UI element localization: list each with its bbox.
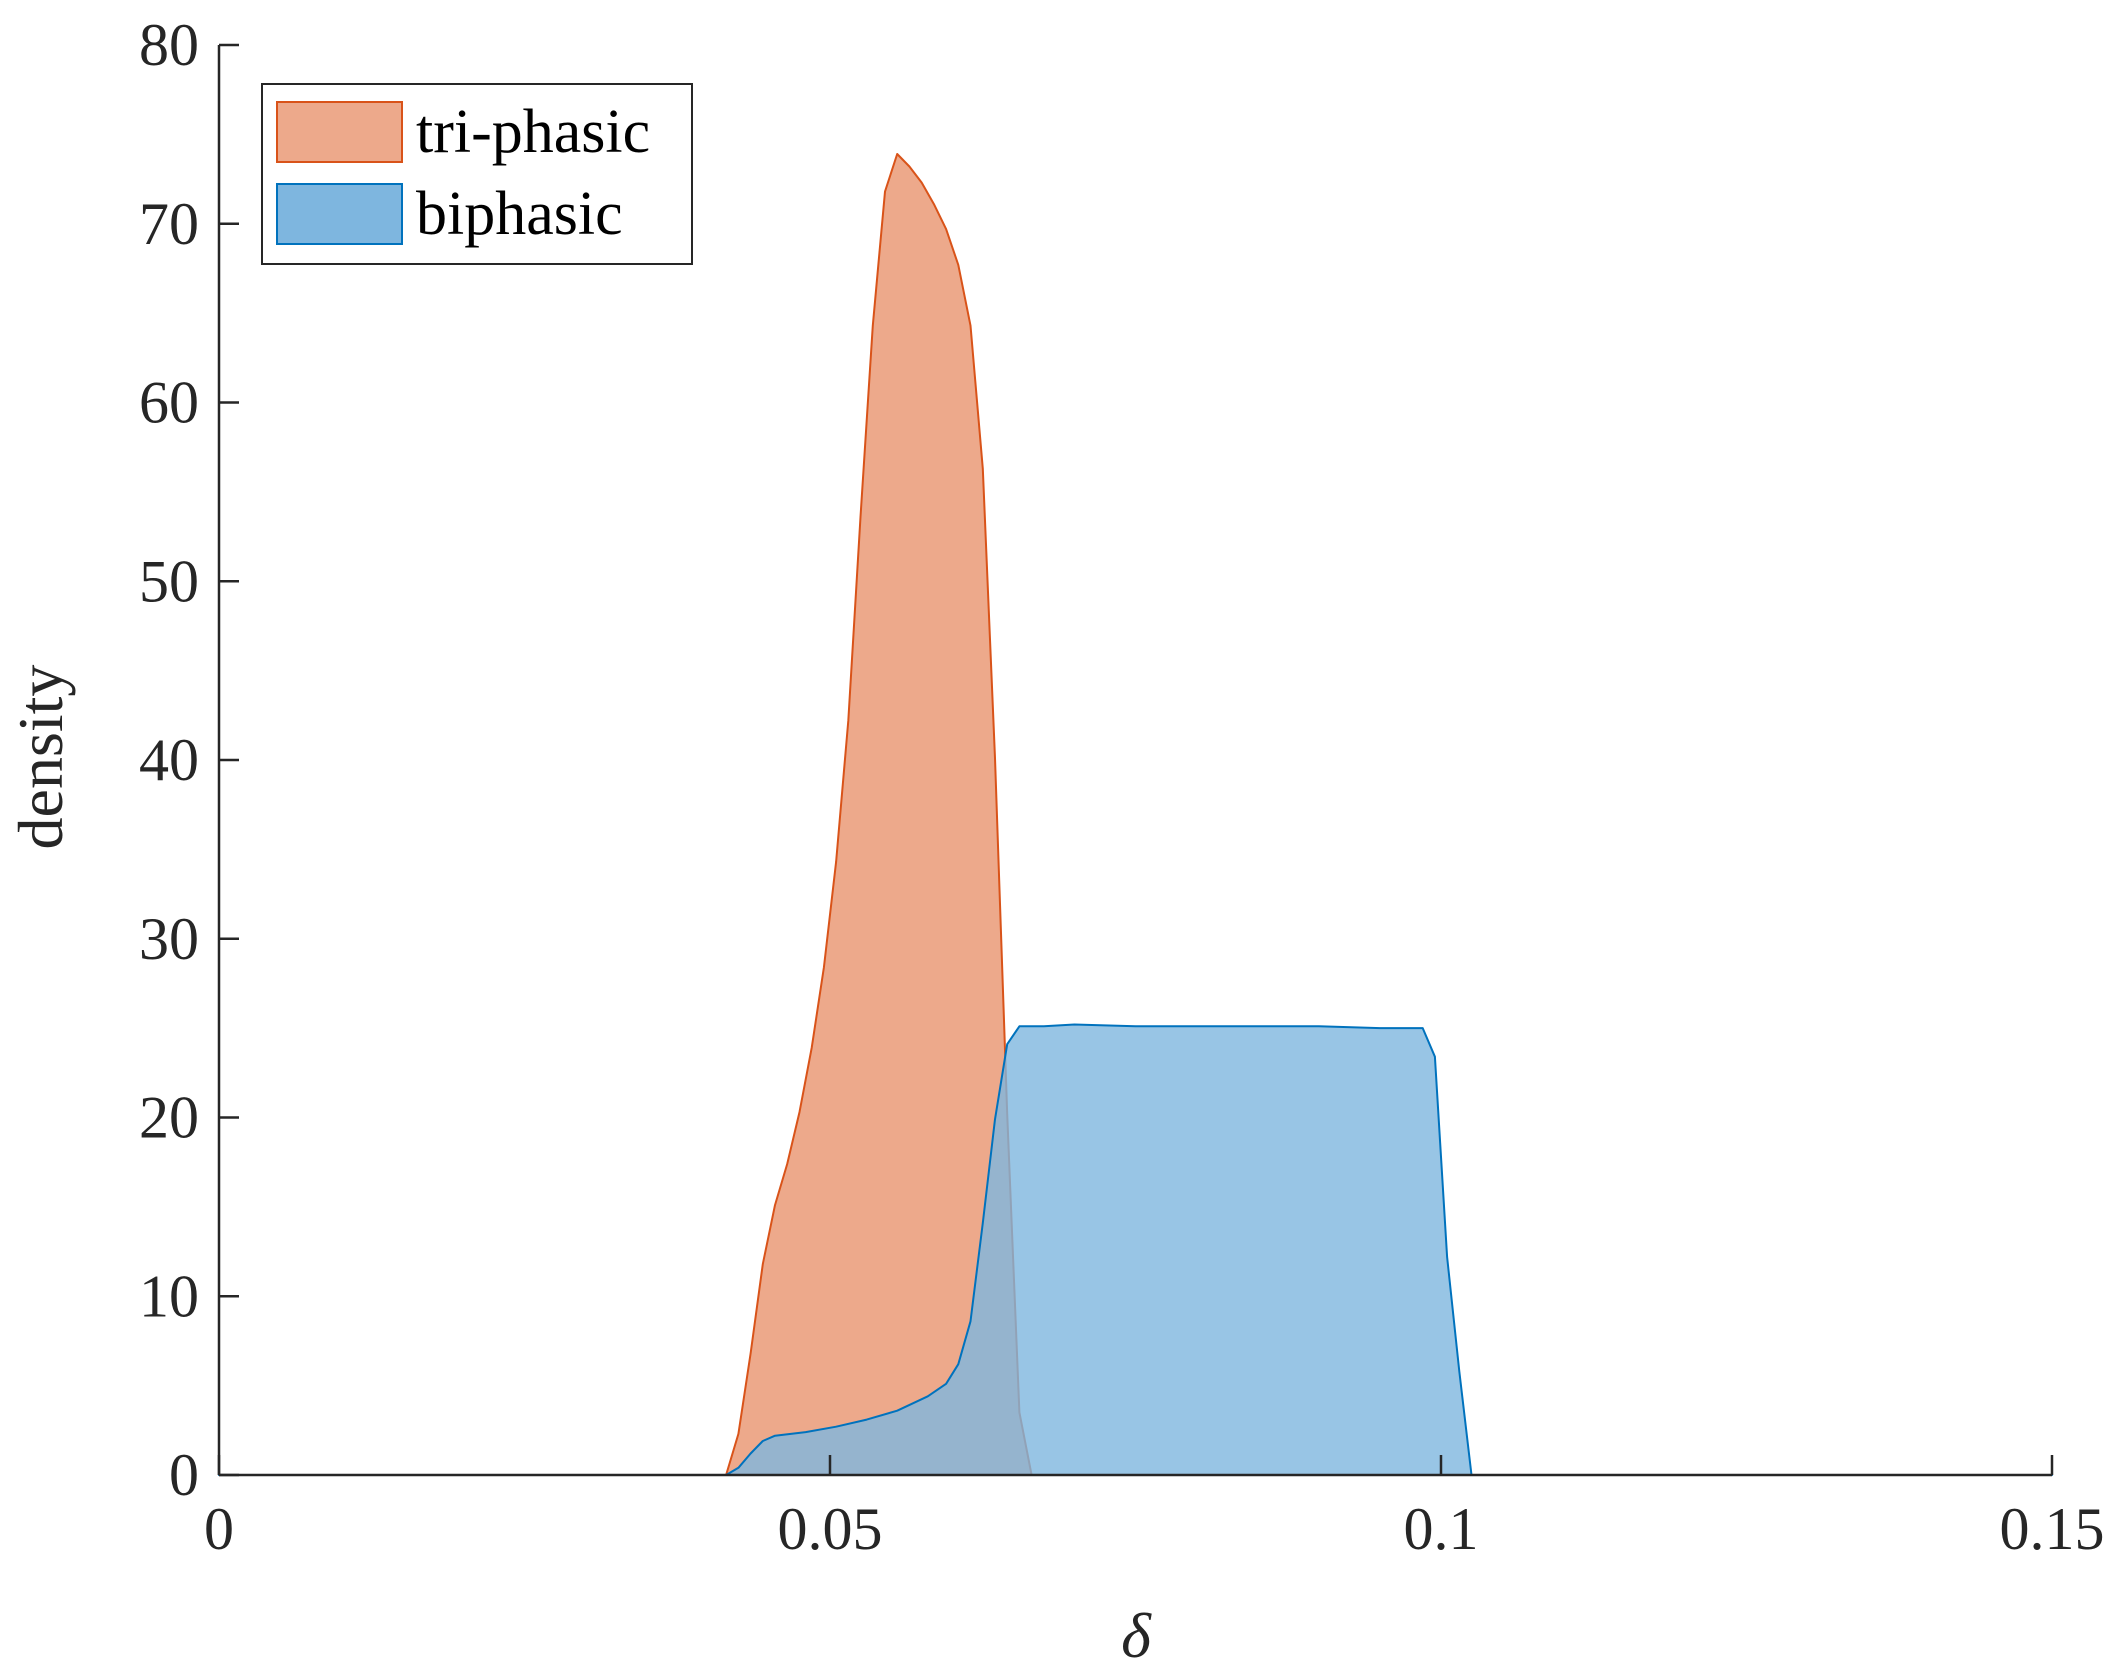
x-tick-label: 0.1 — [1404, 1496, 1479, 1562]
y-tick-label: 10 — [139, 1263, 199, 1329]
area-tri-phasic — [218, 153, 2053, 1476]
axes — [217, 43, 2054, 1477]
area-biphasic — [218, 1023, 2053, 1476]
legend-label: tri-phasic — [416, 98, 650, 166]
y-tick-label: 20 — [139, 1085, 199, 1151]
legend-swatch — [276, 183, 403, 245]
x-tick-label: 0.15 — [2000, 1496, 2105, 1562]
plot-areas — [218, 153, 2053, 1476]
y-tick-label: 50 — [139, 548, 199, 614]
y-tick-label: 60 — [139, 370, 199, 436]
x-axis-label: δ — [1121, 1600, 1152, 1669]
y-tick-label: 0 — [169, 1442, 199, 1508]
legend-swatch — [276, 101, 403, 163]
y-tick-label: 70 — [139, 191, 199, 257]
x-tick-label: 0 — [204, 1496, 234, 1562]
y-tick-label: 80 — [139, 12, 199, 78]
x-tick-label: 0.05 — [778, 1496, 883, 1562]
legend: tri-phasic biphasic — [261, 83, 693, 265]
tick-labels: 0 0.05 0.1 0.15 0 10 20 30 40 50 60 70 80 — [139, 12, 2105, 1562]
y-axis-label: density — [5, 665, 76, 850]
y-tick-label: 30 — [139, 906, 199, 972]
legend-label: biphasic — [416, 180, 623, 248]
y-tick-label: 40 — [139, 727, 199, 793]
